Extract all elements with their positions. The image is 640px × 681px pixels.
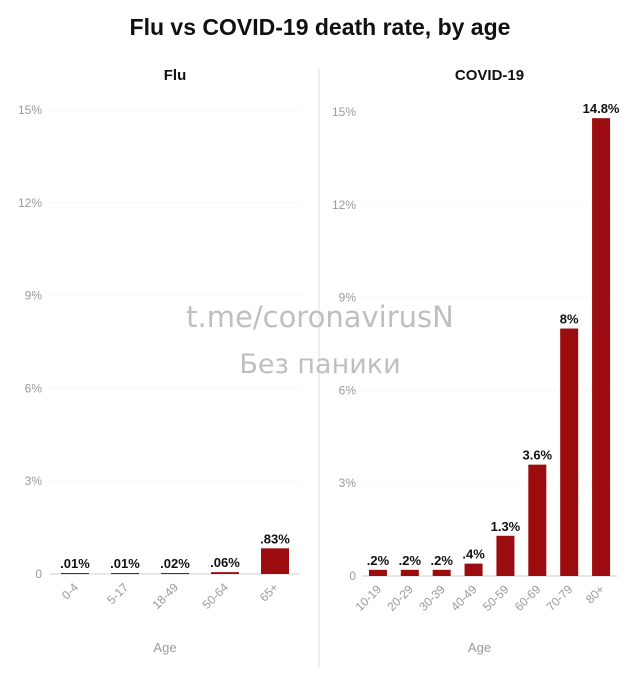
flu-y-tick-label: 9% — [25, 289, 43, 303]
flu-data-label: .01% — [60, 556, 90, 571]
covid-y-tick-label: 0 — [349, 569, 356, 583]
flu-panel-title: Flu — [164, 67, 187, 84]
flu-x-tick-label: 65+ — [257, 580, 281, 604]
flu-data-label: .83% — [260, 531, 290, 546]
flu-y-tick-label: 3% — [25, 474, 43, 488]
covid-x-axis-label: Age — [468, 640, 491, 655]
covid-y-tick-label: 15% — [332, 105, 356, 119]
chart-title: Flu vs COVID-19 death rate, by age — [129, 14, 511, 40]
covid-data-label: .2% — [399, 553, 422, 568]
covid-data-label: 1.3% — [491, 519, 521, 534]
covid-data-label: 8% — [560, 312, 579, 327]
covid-data-label: .2% — [367, 553, 390, 568]
covid-x-tick-label: 80+ — [583, 582, 607, 606]
covid-bar — [464, 563, 483, 576]
covid-panel-title: COVID-19 — [455, 67, 524, 84]
flu-bar — [261, 548, 289, 574]
flu-x-tick-label: 0-4 — [59, 580, 81, 602]
flu-x-tick-label: 18-49 — [150, 580, 182, 612]
covid-x-tick-label: 30-39 — [416, 582, 448, 614]
covid-y-tick-label: 3% — [339, 476, 357, 490]
flu-x-axis-label: Age — [153, 640, 176, 655]
covid-data-label: .2% — [430, 553, 453, 568]
covid-x-tick-label: 60-69 — [512, 582, 544, 614]
covid-x-tick-label: 50-59 — [480, 582, 512, 614]
flu-bar — [111, 573, 139, 574]
covid-x-tick-label: 70-79 — [544, 582, 576, 614]
flu-data-label: .02% — [160, 556, 190, 571]
flu-data-label: .06% — [210, 555, 240, 570]
covid-y-tick-label: 9% — [339, 291, 357, 305]
covid-bar — [560, 328, 579, 576]
covid-data-label: 14.8% — [583, 101, 620, 116]
covid-bar — [400, 569, 419, 576]
flu-y-tick-label: 12% — [18, 196, 42, 210]
covid-y-tick-label: 12% — [332, 198, 356, 212]
flu-data-label: .01% — [110, 556, 140, 571]
covid-x-tick-label: 10-19 — [352, 582, 384, 614]
watermark-line-1: t.me/coronavirusN — [186, 300, 454, 334]
covid-x-tick-label: 40-49 — [448, 582, 480, 614]
flu-x-tick-label: 5-17 — [104, 580, 131, 607]
flu-y-tick-label: 0 — [35, 567, 42, 581]
covid-bar — [528, 464, 547, 576]
covid-x-tick-label: 20-29 — [384, 582, 416, 614]
flu-x-tick-label: 50-64 — [200, 580, 232, 612]
flu-y-tick-label: 6% — [25, 381, 43, 395]
covid-bar — [368, 569, 387, 576]
watermark-line-2: Без паники — [239, 349, 400, 380]
covid-y-tick-label: 6% — [339, 383, 357, 397]
flu-bar — [161, 573, 189, 574]
covid-data-label: 3.6% — [522, 448, 552, 463]
flu-bar — [61, 573, 89, 574]
covid-data-label: .4% — [462, 547, 485, 562]
covid-bar — [432, 569, 451, 576]
covid-bar — [592, 118, 611, 576]
flu-y-tick-label: 15% — [18, 103, 42, 117]
flu-bar — [211, 572, 239, 574]
covid-bar — [496, 535, 515, 576]
